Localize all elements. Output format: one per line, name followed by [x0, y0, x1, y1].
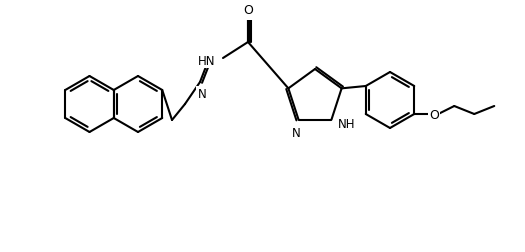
Text: N: N: [292, 126, 301, 139]
Text: NH: NH: [338, 118, 355, 131]
Text: HN: HN: [197, 54, 215, 67]
Text: O: O: [243, 7, 253, 19]
Text: N: N: [197, 88, 206, 101]
Text: O: O: [429, 108, 439, 121]
Text: O: O: [243, 4, 253, 16]
